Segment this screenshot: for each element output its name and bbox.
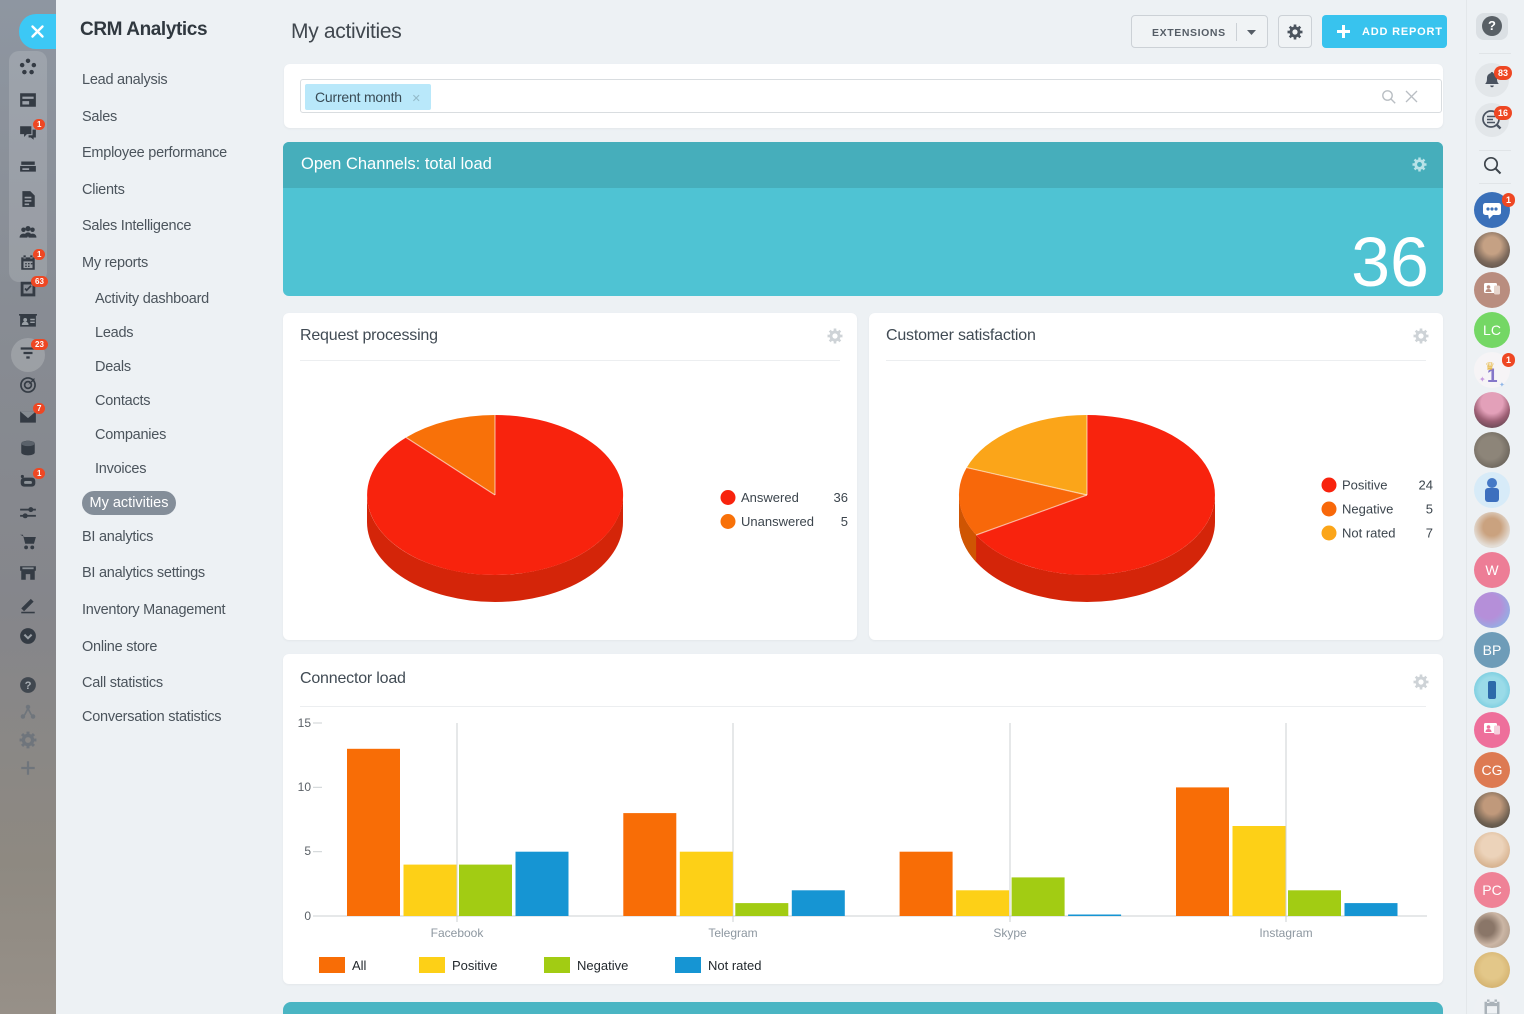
svg-text:0: 0 — [304, 909, 311, 923]
svg-text:5: 5 — [1426, 502, 1433, 517]
svg-text:7: 7 — [1426, 526, 1433, 541]
svg-text:Not rated: Not rated — [708, 958, 761, 973]
svg-text:Answered: Answered — [741, 490, 799, 505]
svg-text:Instagram: Instagram — [1259, 926, 1312, 940]
svg-text:36: 36 — [834, 490, 848, 505]
svg-text:24: 24 — [1419, 478, 1433, 493]
svg-text:Negative: Negative — [577, 958, 628, 973]
svg-text:Skype: Skype — [993, 926, 1027, 940]
svg-text:Positive: Positive — [452, 958, 498, 973]
svg-text:Negative: Negative — [1342, 502, 1393, 517]
svg-text:5: 5 — [304, 844, 311, 858]
svg-text:?: ? — [25, 680, 32, 692]
svg-text:Telegram: Telegram — [708, 926, 757, 940]
svg-text:Unanswered: Unanswered — [741, 514, 814, 529]
svg-text:Facebook: Facebook — [431, 926, 485, 940]
svg-text:5: 5 — [841, 514, 848, 529]
svg-text:All: All — [352, 958, 367, 973]
svg-text:Positive: Positive — [1342, 478, 1388, 493]
svg-text:15: 15 — [298, 716, 312, 730]
svg-text:Not rated: Not rated — [1342, 526, 1395, 541]
svg-text:10: 10 — [298, 780, 312, 794]
